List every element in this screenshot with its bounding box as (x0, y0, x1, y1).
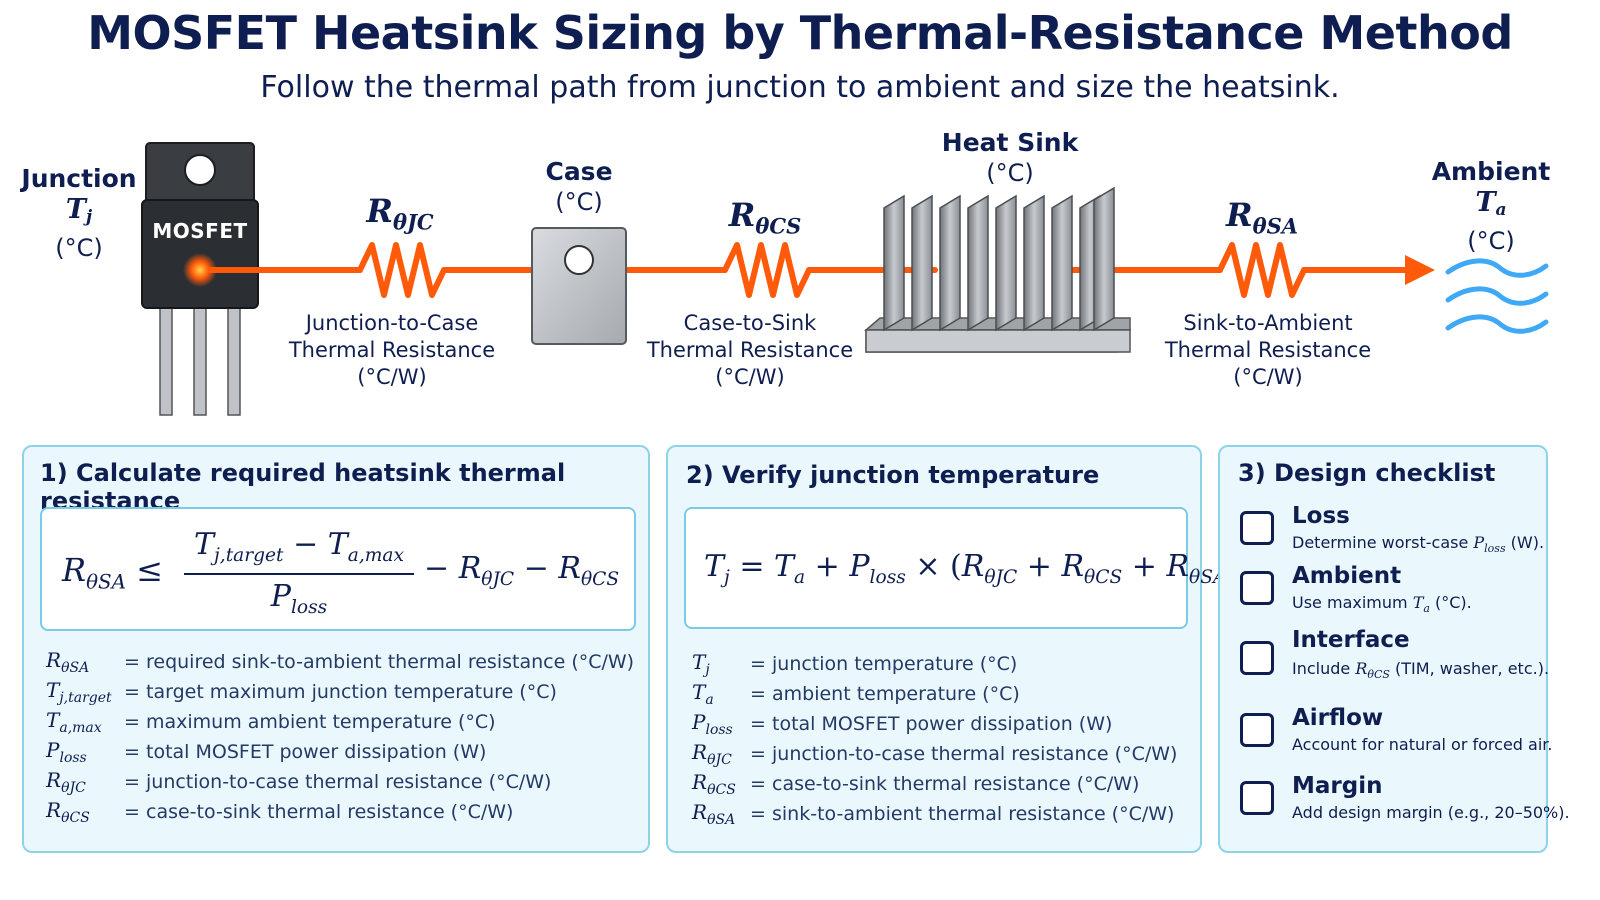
heatsink-name: Heat Sink (941, 128, 1079, 157)
panel2-formula: Tj = Ta + Ploss × (RθJC + RθCS + RθSA) (704, 549, 1238, 588)
panel1-formula-numerator: Tj,target − Ta,max (194, 527, 404, 566)
junction-unit: (°C) (55, 234, 103, 263)
legend-row: Ta,max = maximum ambient temperature (°C) (46, 708, 496, 736)
r-sa-symbol: RθSA (1225, 196, 1299, 239)
panel-design-checklist: 3) Design checklist Loss Determine worst… (1218, 445, 1570, 853)
checklist-item-airflow: Airflow Account for natural or forced ai… (1240, 705, 1552, 761)
legend-row: Tj,target = target maximum junction temper… (46, 678, 557, 706)
legend-row: RθCS = case-to-sink thermal resistance (°C… (46, 798, 514, 826)
checkbox-margin[interactable] (1240, 781, 1274, 815)
panel2-title: 2) Verify junction temperature (686, 461, 1100, 489)
case-mount-hole (564, 245, 594, 275)
ambient-symbol: Ta (1475, 187, 1507, 221)
page-subtitle: Follow the thermal path from junction to… (260, 70, 1340, 105)
thermal-path-diagram (141, 142, 1549, 416)
r-cs-symbol: RθCS (728, 196, 802, 239)
junction-hotspot (183, 253, 217, 287)
panel1-formula-box: RθSA ≤ Tj,target − Ta,max Ploss − RθJC −… (40, 507, 636, 631)
ambient-label-group: Ambient Ta (°C) (1426, 157, 1556, 256)
checkbox-interface[interactable] (1240, 641, 1274, 675)
legend-row: RθJC = junction-to-case thermal resistance… (46, 768, 552, 796)
ambient-air-waves (1445, 258, 1549, 334)
legend-row: Ploss = total MOSFET power dissipation (W) (692, 710, 1113, 738)
checklist-item-interface: Interface Include RθCS (TIM, washer, etc… (1240, 627, 1550, 687)
mosfet-leads (159, 299, 241, 416)
case-plate (531, 227, 627, 345)
legend-row: Tj = junction temperature (°C) (692, 650, 1018, 678)
panel2-formula-box: Tj = Ta + Ploss × (RθJC + RθCS + RθSA) (684, 507, 1238, 629)
r-jc-description: Junction-to-Case Thermal Resistance (°C/… (288, 311, 496, 389)
ambient-unit: (°C) (1467, 227, 1515, 256)
legend-row: RθJC = junction-to-case thermal resistance… (692, 740, 1178, 768)
r-jc-symbol: RθJC (366, 192, 434, 235)
panel1-formula-lhs: RθSA ≤ (62, 551, 163, 594)
heatsink-graphic (863, 186, 1132, 353)
case-unit: (°C) (555, 188, 603, 216)
panel-verify-junction: 2) Verify junction temperature Tj = Ta +… (666, 445, 1238, 853)
checklist-item-loss: Loss Determine worst-case Ploss (W). (1240, 503, 1550, 559)
page-title: MOSFET Heatsink Sizing by Thermal-Resist… (87, 6, 1513, 60)
heatsink-label-group: Heat Sink (°C) (930, 128, 1090, 188)
legend-row: RθSA = required sink-to-ambient thermal re… (46, 648, 635, 676)
r-cs-description: Case-to-Sink Thermal Resistance (°C/W) (646, 311, 854, 389)
junction-symbol: Tj (65, 194, 93, 228)
junction-name: Junction (21, 164, 137, 193)
legend-row: Ploss = total MOSFET power dissipation (W) (46, 738, 487, 766)
heat-path (197, 242, 1411, 298)
legend-row: RθCS = case-to-sink thermal resistance (°C… (692, 770, 1140, 798)
panel3-title: 3) Design checklist (1238, 459, 1496, 487)
legend-row: Ta = ambient temperature (°C) (692, 680, 1020, 708)
heatsink-unit: (°C) (986, 159, 1034, 187)
checklist-item-ambient: Ambient Use maximum Ta (°C). (1240, 563, 1550, 619)
checkbox-airflow[interactable] (1240, 713, 1274, 747)
panel1-formula-rhs: − RθJC − RθCS (424, 551, 620, 590)
case-label-group: Case (°C) (520, 157, 638, 217)
mosfet-label: MOSFET (152, 219, 248, 243)
checkbox-ambient[interactable] (1240, 571, 1274, 605)
panel1-fraction-bar (184, 573, 414, 575)
panel-calculate-heatsink: 1) Calculate required heatsink thermal r… (22, 445, 650, 853)
ambient-name: Ambient (1431, 157, 1551, 186)
junction-label-group: Junction Tj (°C) (18, 164, 140, 263)
legend-row: RθSA = sink-to-ambient thermal resistance … (692, 800, 1175, 828)
heat-path-arrowhead (1405, 255, 1435, 285)
case-name: Case (545, 157, 613, 186)
mosfet-mount-hole (184, 154, 216, 186)
panel1-formula-denominator: Ploss (270, 579, 328, 618)
checkbox-loss[interactable] (1240, 511, 1274, 545)
r-sa-description: Sink-to-Ambient Thermal Resistance (°C/W… (1164, 311, 1372, 389)
panel2-legend: Tj = junction temperature (°C) Ta = ambient … (692, 649, 1177, 829)
checklist-item-margin: Margin Add design margin (e.g., 20–50%). (1240, 773, 1570, 829)
panel1-legend: RθSA = required sink-to-ambient thermal re… (46, 647, 634, 827)
